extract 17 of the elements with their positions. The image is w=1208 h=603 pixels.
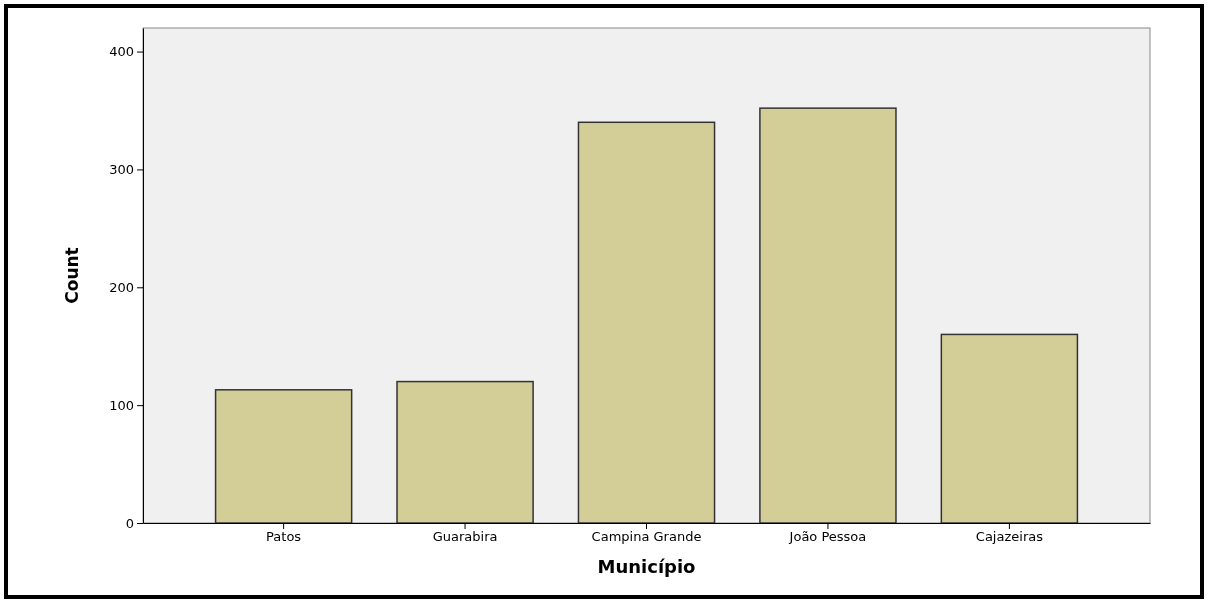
- bar: [214, 389, 353, 524]
- y-tick-label: 400: [109, 44, 134, 60]
- x-axis-title: Município: [597, 556, 696, 577]
- x-tick-label: Patos: [266, 529, 302, 545]
- bar: [577, 121, 716, 524]
- y-axis-title: Count: [62, 247, 82, 304]
- x-tick-label: Guarabira: [432, 529, 498, 545]
- y-tick-label: 200: [109, 279, 134, 295]
- x-tick-label: João Pessoa: [788, 529, 867, 545]
- y-tick-label: 300: [109, 162, 134, 178]
- bar: [940, 333, 1079, 524]
- x-tick-label: Cajazeiras: [975, 529, 1044, 545]
- bar: [759, 107, 897, 524]
- y-tick-label: 0: [125, 515, 134, 531]
- bar: [396, 380, 534, 524]
- x-tick-label: Campina Grande: [591, 529, 702, 545]
- y-tick-label: 100: [109, 397, 134, 413]
